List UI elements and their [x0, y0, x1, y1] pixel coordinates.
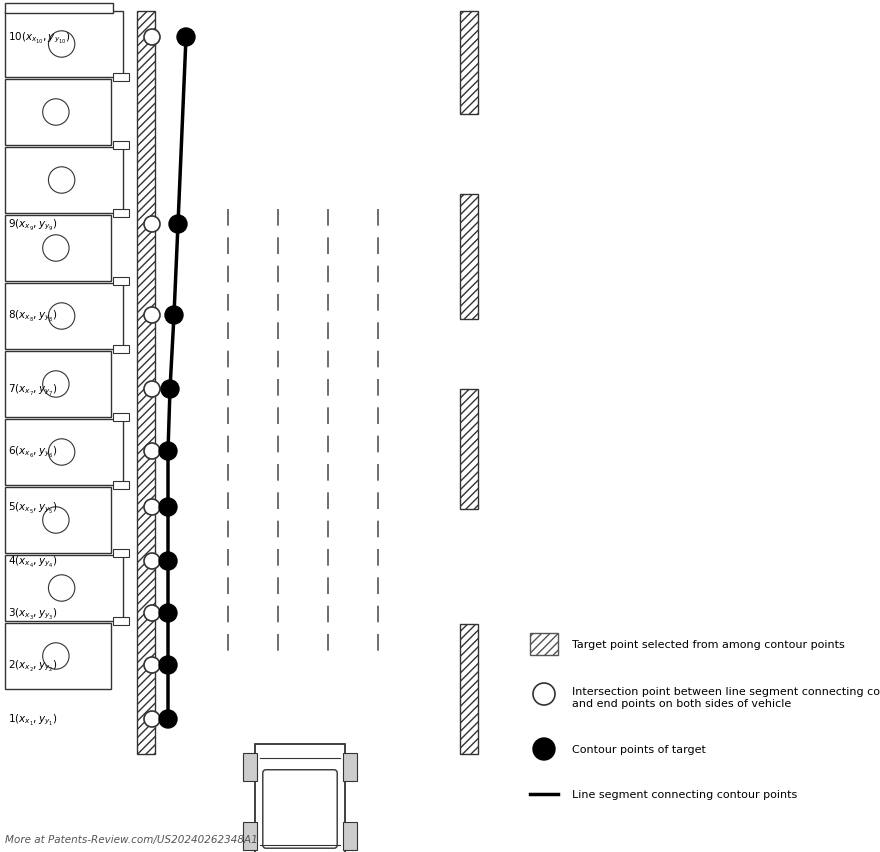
Circle shape: [159, 656, 177, 674]
Bar: [5, 12, 123, 78]
Circle shape: [48, 168, 75, 194]
Text: $7(x_{x_7},y_{y_7})$: $7(x_{x_7},y_{y_7})$: [8, 382, 57, 397]
Bar: [460, 12, 478, 115]
Circle shape: [144, 711, 160, 727]
Text: $6(x_{x_6},y_{y_6})$: $6(x_{x_6},y_{y_6})$: [8, 444, 57, 459]
Bar: [343, 822, 357, 850]
Bar: [530, 633, 558, 655]
Bar: [343, 753, 357, 781]
Bar: [113, 618, 129, 625]
Bar: [243, 822, 257, 850]
Text: Contour points of target: Contour points of target: [572, 744, 706, 754]
Text: $2(x_{x_2},y_{y_2})$: $2(x_{x_2},y_{y_2})$: [8, 658, 57, 673]
Circle shape: [144, 444, 160, 459]
Circle shape: [144, 553, 160, 569]
Circle shape: [43, 507, 70, 533]
Circle shape: [169, 216, 187, 233]
Circle shape: [144, 30, 160, 46]
Text: $5(x_{x_5},y_{y_5})$: $5(x_{x_5},y_{y_5})$: [8, 500, 57, 515]
FancyBboxPatch shape: [263, 770, 337, 849]
Bar: [113, 74, 129, 82]
Bar: [5, 216, 111, 282]
Text: Line segment connecting contour points: Line segment connecting contour points: [572, 789, 797, 799]
Bar: [5, 556, 123, 621]
Circle shape: [533, 683, 555, 705]
Circle shape: [48, 303, 75, 330]
Circle shape: [48, 440, 75, 466]
Circle shape: [144, 499, 160, 515]
Bar: [5, 4, 113, 14]
Text: More at Patents-Review.com/US20240262348A1: More at Patents-Review.com/US20240262348…: [5, 834, 258, 844]
Circle shape: [144, 605, 160, 621]
Bar: [113, 481, 129, 489]
Circle shape: [159, 711, 177, 728]
Bar: [113, 278, 129, 285]
Text: $3(x_{x_3},y_{y_3})$: $3(x_{x_3},y_{y_3})$: [8, 606, 57, 621]
Circle shape: [159, 552, 177, 570]
Bar: [460, 625, 478, 754]
Text: $1(x_{x_1},y_{y_1})$: $1(x_{x_1},y_{y_1})$: [8, 711, 57, 727]
Text: Intersection point between line segment connecting contour points
and end points: Intersection point between line segment …: [572, 686, 880, 708]
Bar: [460, 389, 478, 509]
Text: $9(x_{x_9},y_{y_9})$: $9(x_{x_9},y_{y_9})$: [8, 217, 57, 233]
Circle shape: [144, 382, 160, 398]
Bar: [5, 148, 123, 214]
Bar: [137, 12, 155, 754]
Bar: [5, 284, 123, 349]
Text: $4(x_{x_4},y_{y_4})$: $4(x_{x_4},y_{y_4})$: [8, 554, 57, 569]
Bar: [460, 195, 478, 320]
Bar: [243, 753, 257, 781]
Circle shape: [43, 371, 70, 398]
Text: $10(x_{x_{10}},y_{y_{10}})$: $10(x_{x_{10}},y_{y_{10}})$: [8, 31, 70, 45]
Circle shape: [48, 575, 75, 602]
Circle shape: [161, 381, 179, 399]
Circle shape: [159, 442, 177, 460]
Bar: [113, 210, 129, 218]
Circle shape: [144, 216, 160, 233]
Circle shape: [144, 657, 160, 673]
Circle shape: [177, 29, 195, 47]
Circle shape: [43, 235, 70, 262]
Circle shape: [144, 308, 160, 324]
Circle shape: [533, 738, 555, 760]
Bar: [255, 744, 345, 852]
Bar: [5, 352, 111, 417]
Bar: [113, 346, 129, 354]
Bar: [5, 80, 111, 146]
Circle shape: [43, 100, 70, 126]
Circle shape: [48, 32, 75, 58]
Bar: [5, 624, 111, 689]
Text: Target point selected from among contour points: Target point selected from among contour…: [572, 639, 845, 649]
Bar: [113, 141, 129, 150]
Circle shape: [43, 643, 70, 670]
Circle shape: [165, 307, 183, 325]
Circle shape: [159, 604, 177, 622]
Bar: [5, 487, 111, 553]
Circle shape: [159, 498, 177, 516]
Bar: [5, 419, 123, 486]
Bar: [113, 550, 129, 557]
Bar: [113, 413, 129, 422]
Text: $8(x_{x_8},y_{y_8})$: $8(x_{x_8},y_{y_8})$: [8, 308, 57, 323]
